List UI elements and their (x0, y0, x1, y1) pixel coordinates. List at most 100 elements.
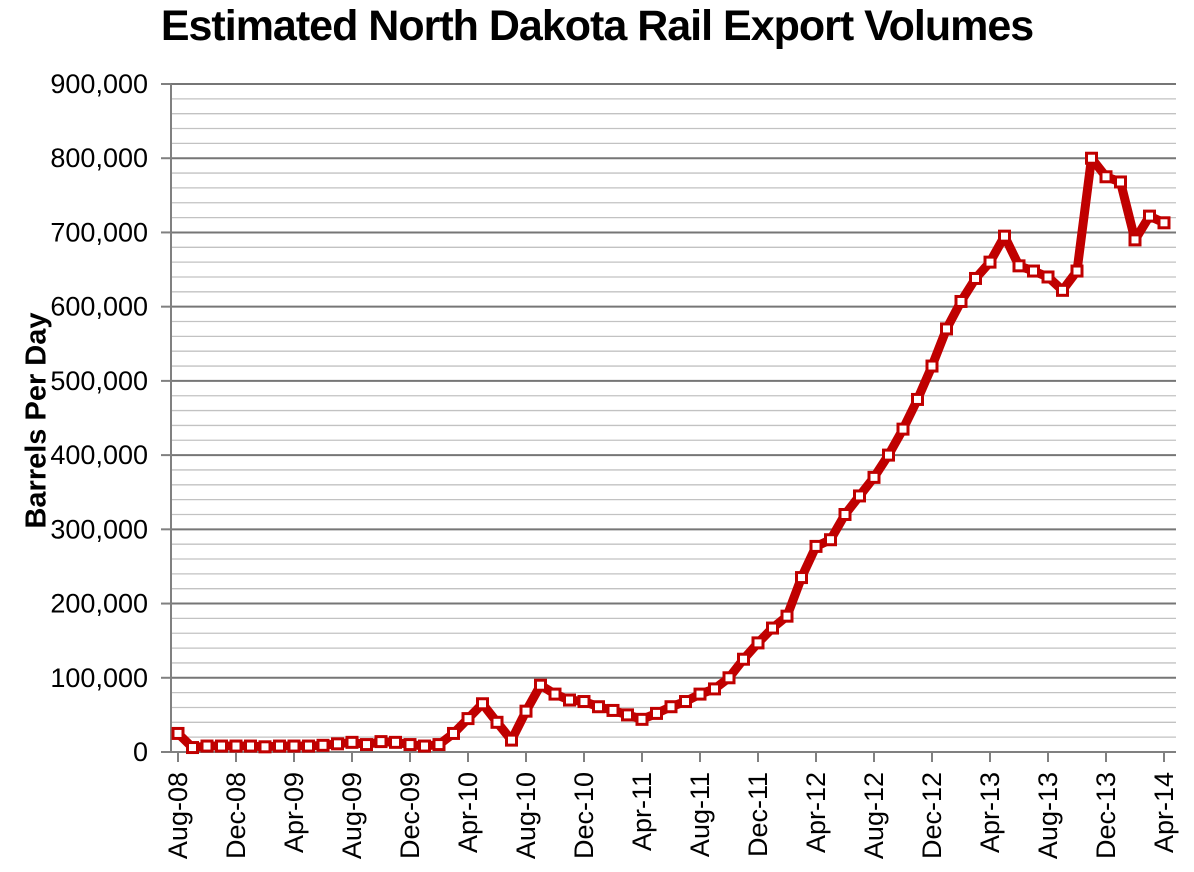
data-point-marker (650, 706, 663, 720)
y-tick-label: 400,000 (50, 440, 148, 470)
data-point-marker (548, 687, 562, 701)
axes (170, 84, 1176, 753)
data-point-marker (1070, 264, 1084, 278)
data-point-marker (229, 739, 243, 753)
data-point-marker (1099, 170, 1113, 184)
data-point-marker (824, 533, 837, 547)
data-point-marker (476, 697, 489, 711)
data-point-marker (969, 271, 982, 285)
y-tick-label: 500,000 (50, 366, 148, 396)
data-point-marker (461, 712, 475, 726)
data-point-marker (853, 489, 866, 503)
x-tick-label: Apr-12 (801, 772, 831, 853)
data-point-marker (708, 682, 721, 696)
x-tick-label: Dec-11 (743, 772, 773, 857)
data-point-marker (577, 695, 591, 709)
data-point-marker (766, 621, 779, 635)
data-point-marker (360, 738, 373, 752)
data-point-marker (273, 739, 286, 753)
data-point-marker (592, 700, 605, 714)
x-tick-label: Dec-10 (569, 772, 599, 859)
y-tick-label: 300,000 (50, 514, 148, 544)
y-tick-label: 800,000 (50, 143, 148, 173)
data-point-marker (1085, 151, 1098, 165)
x-tick-label: Aug-10 (511, 772, 541, 859)
y-axis-ticks-and-labels: 0 100,000 200,000 300,000 400,000 500,000 600,… (50, 69, 171, 767)
data-point-marker (606, 703, 620, 717)
y-tick-label: 0 (133, 737, 148, 767)
x-tick-label: Aug-13 (1033, 772, 1063, 859)
data-point-marker (867, 470, 881, 484)
data-point-marker (374, 735, 388, 749)
data-point-marker (1128, 233, 1142, 247)
data-point-marker (186, 741, 199, 755)
data-point-marker (693, 687, 707, 701)
data-point-marker (215, 739, 228, 753)
data-point-marker (403, 738, 417, 752)
data-point-marker (882, 448, 895, 462)
data-point-marker (200, 739, 214, 753)
data-point-marker (244, 739, 257, 753)
data-point-marker (563, 693, 576, 707)
data-point-marker (389, 735, 402, 749)
chart-title: Estimated North Dakota Rail Export Volum… (160, 2, 1034, 50)
data-point-marker (345, 735, 359, 749)
data-point-marker (925, 359, 939, 373)
x-tick-label: Aug-12 (859, 772, 889, 859)
data-point-marker (258, 740, 272, 754)
data-point-marker (447, 726, 460, 740)
x-tick-label: Dec-13 (1091, 772, 1121, 859)
data-point-marker (722, 671, 736, 685)
data-point-marker (635, 712, 649, 726)
data-point-marker (302, 739, 315, 753)
data-point-marker (751, 636, 765, 650)
y-tick-label: 600,000 (50, 292, 148, 322)
data-point-marker (737, 652, 750, 666)
data-point-marker (911, 392, 924, 406)
data-point-marker (664, 700, 678, 714)
series-markers (171, 151, 1171, 755)
y-tick-label: 900,000 (50, 69, 148, 99)
data-point-marker (896, 422, 910, 436)
y-tick-label: 100,000 (50, 663, 148, 693)
x-tick-label: Apr-14 (1149, 772, 1179, 853)
data-point-marker (954, 294, 968, 308)
x-tick-label: Apr-09 (279, 772, 309, 853)
y-tick-label: 200,000 (50, 589, 148, 619)
data-point-marker (505, 733, 518, 747)
data-point-marker (519, 704, 533, 718)
data-point-marker (795, 571, 808, 585)
x-tick-label: Aug-08 (163, 772, 193, 859)
x-tick-label: Dec-09 (395, 772, 425, 859)
data-point-marker (171, 726, 185, 740)
data-point-marker (1114, 175, 1127, 189)
data-point-marker (1056, 283, 1069, 297)
x-tick-label: Aug-11 (685, 772, 715, 857)
minor-gridlines (171, 98, 1176, 738)
series-line (173, 153, 1169, 753)
data-point-marker (534, 678, 547, 692)
data-point-marker (998, 229, 1011, 243)
x-tick-label: Dec-08 (221, 772, 251, 859)
data-point-marker (1012, 259, 1026, 273)
data-point-marker (418, 739, 431, 753)
x-tick-label: Apr-10 (453, 772, 483, 853)
data-point-marker (490, 715, 504, 729)
x-tick-label: Aug-09 (337, 772, 367, 859)
data-series (173, 153, 1169, 753)
data-point-marker (316, 738, 330, 752)
x-axis-ticks-and-labels: Aug-08 Dec-08 Apr-09 Aug-09 Dec-09 Apr-10 Aug-… (163, 752, 1179, 859)
x-tick-label: Apr-11 (627, 772, 657, 851)
x-tick-label: Dec-12 (917, 772, 947, 859)
data-point-marker (1143, 209, 1156, 223)
data-point-marker (432, 738, 446, 752)
x-tick-label: Apr-13 (975, 772, 1005, 853)
data-point-marker (1157, 216, 1171, 230)
data-point-marker (331, 737, 344, 751)
data-point-marker (809, 539, 823, 553)
data-point-marker (940, 322, 953, 336)
data-point-marker (679, 695, 692, 709)
data-point-marker (621, 708, 634, 722)
data-point-marker (287, 739, 301, 753)
